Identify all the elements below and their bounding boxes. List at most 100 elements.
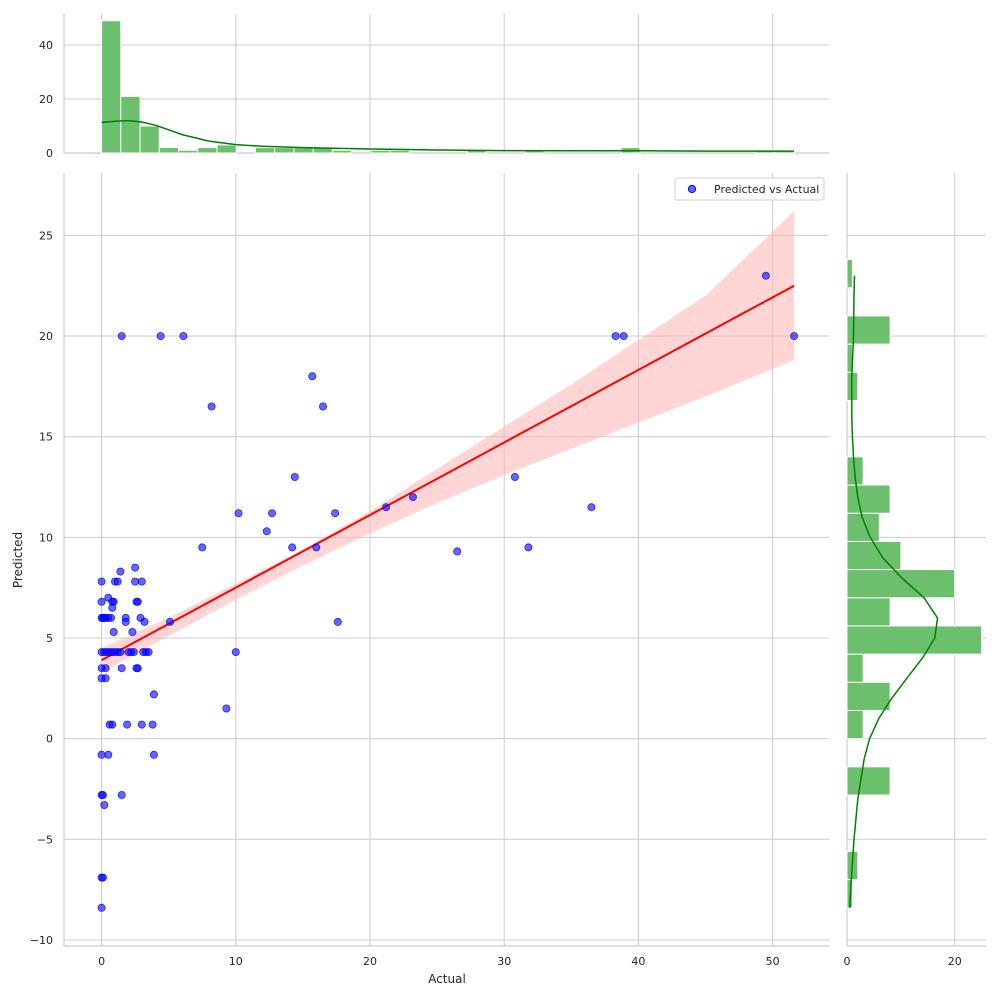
data-point <box>101 664 110 673</box>
data-point <box>121 617 130 626</box>
data-point <box>109 597 118 606</box>
data-point <box>137 720 146 729</box>
data-point <box>131 563 140 572</box>
data-point <box>149 690 158 699</box>
data-point <box>117 332 126 341</box>
data-point <box>267 509 276 518</box>
confidence-band <box>101 211 795 673</box>
top-histogram-bar <box>370 149 391 154</box>
y-tick-label: 25 <box>39 229 53 242</box>
data-point <box>308 372 317 381</box>
data-point <box>165 617 174 626</box>
x-tick-label: 10 <box>229 955 243 968</box>
right-histogram-bar <box>846 259 853 289</box>
data-point <box>262 527 271 536</box>
data-point <box>137 577 146 586</box>
data-point <box>587 503 596 512</box>
top-histogram-bar <box>197 147 218 154</box>
right-histogram-bar <box>846 653 864 683</box>
data-point <box>382 503 391 512</box>
data-point <box>234 509 243 518</box>
data-point <box>117 791 126 800</box>
data-point <box>123 720 132 729</box>
data-point <box>148 720 157 729</box>
right-histogram-bar <box>846 597 891 627</box>
right-x-tick-label: 0 <box>844 955 851 968</box>
data-point <box>101 674 110 683</box>
data-point <box>140 617 149 626</box>
data-point <box>97 750 106 759</box>
data-point <box>108 720 117 729</box>
x-tick-label: 20 <box>363 955 377 968</box>
data-point <box>149 750 158 759</box>
data-point <box>207 402 216 411</box>
scatter-panel: 0 10 20 30 40 50 −10 −5 0 5 10 15 20 25 <box>30 173 829 968</box>
data-point <box>97 597 106 606</box>
top-histogram-bar <box>255 147 276 154</box>
y-tick-label: 20 <box>39 330 53 343</box>
data-point <box>222 704 231 713</box>
top-y-tick-label: 0 <box>46 147 53 160</box>
y-tick-label: −5 <box>37 833 53 846</box>
data-point <box>333 617 342 626</box>
top-histogram-panel: 0 20 40 <box>39 14 829 160</box>
data-point <box>761 271 770 280</box>
data-point <box>510 472 519 481</box>
right-kde-curve <box>848 275 939 908</box>
data-point <box>524 543 533 552</box>
regression-line <box>101 284 795 662</box>
x-tick-label: 50 <box>766 955 780 968</box>
data-point <box>331 509 340 518</box>
data-point <box>97 577 106 586</box>
right-histogram-bar <box>846 681 891 711</box>
data-point <box>144 648 153 657</box>
right-histogram-bar <box>846 625 983 655</box>
data-point <box>97 903 106 912</box>
data-point <box>453 547 462 556</box>
top-histogram-bar <box>274 147 295 154</box>
right-histogram-bar <box>846 484 891 514</box>
data-point <box>231 648 240 657</box>
top-y-tick-label: 40 <box>39 39 53 52</box>
legend: Predicted vs Actual <box>674 177 825 201</box>
top-kde-curve <box>101 119 795 152</box>
legend-label: Predicted vs Actual <box>714 183 819 196</box>
data-point <box>198 543 207 552</box>
top-histogram-bar <box>101 20 122 154</box>
data-point <box>104 750 113 759</box>
data-point <box>109 628 118 637</box>
top-y-tick-label: 20 <box>39 93 53 106</box>
data-point <box>179 332 188 341</box>
data-point <box>128 628 137 637</box>
x-tick-label: 40 <box>631 955 645 968</box>
y-tick-label: −10 <box>30 934 53 947</box>
data-point <box>116 567 125 576</box>
data-point <box>98 873 107 882</box>
y-tick-label: 10 <box>39 531 53 544</box>
right-histogram-bar <box>846 709 864 740</box>
data-point <box>98 791 107 800</box>
right-histogram-bar <box>846 766 891 796</box>
data-point <box>288 543 297 552</box>
top-histogram-bar <box>331 149 353 154</box>
top-histogram-bar <box>177 149 199 154</box>
y-tick-label: 5 <box>46 632 53 645</box>
y-tick-label: 0 <box>46 733 53 746</box>
top-histogram-bar <box>216 144 237 154</box>
right-x-tick-label: 20 <box>948 955 962 968</box>
legend-box <box>674 177 825 201</box>
data-point <box>116 648 125 657</box>
right-histogram-bar <box>846 540 902 571</box>
data-point <box>312 543 321 552</box>
top-histogram-bar <box>158 147 179 154</box>
x-tick-label: 30 <box>497 955 511 968</box>
y-tick-label: 15 <box>39 431 53 444</box>
data-point <box>117 664 126 673</box>
right-histogram-bar <box>846 512 880 542</box>
data-point <box>619 332 628 341</box>
x-tick-label: 0 <box>98 955 105 968</box>
y-axis-label: Predicted <box>11 532 25 588</box>
right-histogram-panel: 0 20 <box>844 173 986 968</box>
right-histogram-bar <box>846 569 956 599</box>
